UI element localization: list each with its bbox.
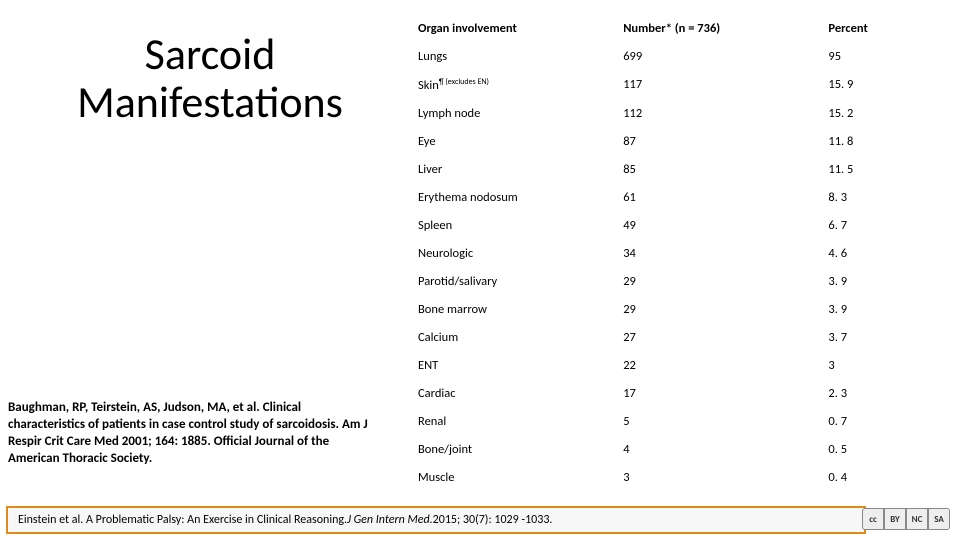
table-row: Liver8511. 5 (410, 155, 950, 183)
cc-badge: NC (906, 508, 928, 530)
table-row: Lungs69995 (410, 42, 950, 70)
table-row: Muscle30. 4 (410, 463, 950, 491)
cell-number: 17 (615, 379, 820, 407)
cell-number: 49 (615, 211, 820, 239)
cc-license-icon: ccBYNCSA (862, 508, 950, 530)
cell-organ: Parotid/salivary (410, 267, 615, 295)
cell-percent: 3. 9 (820, 267, 950, 295)
col-header-number: Number* (n = 736) (615, 14, 820, 42)
table-row: Lymph node11215. 2 (410, 99, 950, 127)
cell-organ: Muscle (410, 463, 615, 491)
cell-number: 112 (615, 99, 820, 127)
table-row: Parotid/salivary293. 9 (410, 267, 950, 295)
footer-journal: J Gen Intern Med. (347, 513, 433, 527)
cell-organ: Lungs (410, 42, 615, 70)
cell-number: 85 (615, 155, 820, 183)
cell-percent: 2. 3 (820, 379, 950, 407)
cell-number: 27 (615, 323, 820, 351)
cell-number: 22 (615, 351, 820, 379)
citation-text: Baughman, RP, Teirstein, AS, Judson, MA,… (8, 400, 368, 468)
cell-percent: 95 (820, 42, 950, 70)
cell-percent: 15. 2 (820, 99, 950, 127)
cell-organ: Bone marrow (410, 295, 615, 323)
cc-badge: BY (884, 508, 906, 530)
cell-percent: 0. 7 (820, 407, 950, 435)
cell-percent: 0. 5 (820, 435, 950, 463)
cell-percent: 3. 7 (820, 323, 950, 351)
cell-number: 29 (615, 295, 820, 323)
cc-badge: SA (928, 508, 950, 530)
cell-number: 117 (615, 70, 820, 99)
cell-organ: Cardiac (410, 379, 615, 407)
table-row: Bone marrow293. 9 (410, 295, 950, 323)
cell-number: 61 (615, 183, 820, 211)
cell-number: 5 (615, 407, 820, 435)
cell-organ: Neurologic (410, 239, 615, 267)
cell-organ: ENT (410, 351, 615, 379)
slide-title: Sarcoid Manifestations (30, 30, 390, 127)
table-row: Eye8711. 8 (410, 127, 950, 155)
slide: Sarcoid Manifestations Baughman, RP, Tei… (0, 0, 960, 540)
table-row: Neurologic344. 6 (410, 239, 950, 267)
cell-organ: Skin¶ (excludes EN) (410, 70, 615, 99)
footer-prefix: Einstein et al. A Problematic Palsy: An … (18, 513, 347, 527)
cell-percent: 4. 6 (820, 239, 950, 267)
cell-percent: 6. 7 (820, 211, 950, 239)
table-row: Spleen496. 7 (410, 211, 950, 239)
cell-organ: Erythema nodosum (410, 183, 615, 211)
cell-percent: 3 (820, 351, 950, 379)
cell-organ: Calcium (410, 323, 615, 351)
col-header-organ: Organ involvement (410, 14, 615, 42)
table-row: ENT223 (410, 351, 950, 379)
cell-number: 34 (615, 239, 820, 267)
cell-percent: 3. 9 (820, 295, 950, 323)
cell-number: 699 (615, 42, 820, 70)
cell-percent: 0. 4 (820, 463, 950, 491)
table-row: Cardiac172. 3 (410, 379, 950, 407)
table-row: Renal50. 7 (410, 407, 950, 435)
table-header-row: Organ involvement Number* (n = 736) Perc… (410, 14, 950, 42)
cell-percent: 11. 8 (820, 127, 950, 155)
table-row: Bone/joint40. 5 (410, 435, 950, 463)
table-row: Skin¶ (excludes EN)11715. 9 (410, 70, 950, 99)
cell-organ: Eye (410, 127, 615, 155)
cell-organ: Liver (410, 155, 615, 183)
cell-number: 3 (615, 463, 820, 491)
cell-number: 87 (615, 127, 820, 155)
cell-organ: Lymph node (410, 99, 615, 127)
cell-percent: 8. 3 (820, 183, 950, 211)
manifestations-table: Organ involvement Number* (n = 736) Perc… (410, 14, 950, 491)
cell-number: 4 (615, 435, 820, 463)
cell-number: 29 (615, 267, 820, 295)
col-header-percent: Percent (820, 14, 950, 42)
cell-organ: Spleen (410, 211, 615, 239)
cell-organ: Bone/joint (410, 435, 615, 463)
cell-percent: 11. 5 (820, 155, 950, 183)
cell-organ: Renal (410, 407, 615, 435)
cc-badge: cc (862, 508, 884, 530)
table-row: Calcium273. 7 (410, 323, 950, 351)
cell-organ-sup: ¶ (excludes EN) (439, 77, 489, 87)
table-row: Erythema nodosum618. 3 (410, 183, 950, 211)
footer-bar: Einstein et al. A Problematic Palsy: An … (6, 506, 866, 534)
cell-percent: 15. 9 (820, 70, 950, 99)
footer-suffix: 2015; 30(7): 1029 -1033. (433, 513, 553, 527)
